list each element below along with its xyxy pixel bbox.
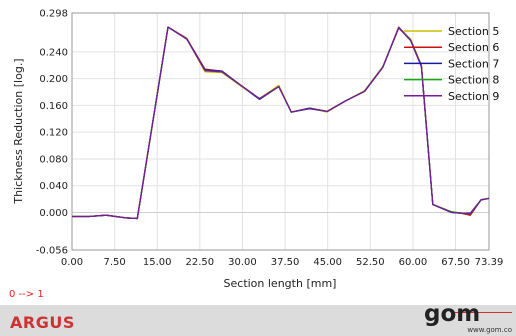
legend-entry: Section 9	[448, 90, 499, 103]
x-tick-label: 60.00	[399, 257, 428, 268]
x-tick-label: 30.00	[228, 257, 257, 268]
x-tick-label: 37.50	[271, 257, 300, 268]
x-tick-label: 22.50	[186, 257, 215, 268]
legend-entry: Section 5	[448, 25, 499, 38]
legend-entry: Section 8	[448, 74, 499, 87]
y-tick-label: 0.200	[39, 74, 68, 85]
y-axis-label: Thickness Reduction [log.]	[12, 58, 25, 204]
y-tick-label: 0.160	[39, 101, 68, 112]
x-tick-label: 45.00	[313, 257, 342, 268]
x-tick-label: 7.50	[103, 257, 125, 268]
y-tick-label: -0.056	[36, 246, 68, 257]
axis-ticks: 0.00 7.50 15.00 22.50 30.00 37.50 45.00 52.50 60…	[36, 9, 504, 269]
legend: Section 5 Section 6 Section 7 Section 8 Sect…	[404, 25, 499, 103]
y-tick-label: 0.040	[39, 181, 68, 192]
y-tick-label: 0.120	[39, 128, 68, 139]
x-tick-label: 73.39	[475, 257, 504, 268]
series-lines	[72, 26, 490, 220]
bottom-bar: ARGUS gom www.gom.co	[0, 301, 516, 336]
thickness-reduction-chart: 0.00 7.50 15.00 22.50 30.00 37.50 45.00 52.50 60…	[12, 9, 504, 291]
x-axis-label: Section length [mm]	[224, 277, 337, 290]
argus-brand: ARGUS	[10, 313, 75, 332]
plot-area	[71, 12, 490, 251]
x-tick-label: 67.50	[441, 257, 470, 268]
logo-accent-line	[454, 312, 512, 313]
x-tick-label: 0.00	[61, 257, 83, 268]
y-tick-label: 0.240	[39, 47, 68, 58]
x-tick-label: 15.00	[143, 257, 172, 268]
gom-logo-url: www.gom.co	[467, 326, 512, 334]
gom-logo: gom www.gom.co	[424, 301, 512, 336]
y-tick-label: 0.298	[39, 9, 68, 20]
gom-logo-text: gom	[424, 301, 481, 327]
direction-note: 0 --> 1	[9, 289, 44, 300]
y-tick-label: 0.000	[39, 208, 68, 219]
legend-entry: Section 6	[448, 41, 499, 54]
legend-entry: Section 7	[448, 57, 499, 70]
series-line-9	[72, 26, 490, 220]
y-tick-label: 0.080	[39, 154, 68, 165]
x-tick-label: 52.50	[356, 257, 385, 268]
